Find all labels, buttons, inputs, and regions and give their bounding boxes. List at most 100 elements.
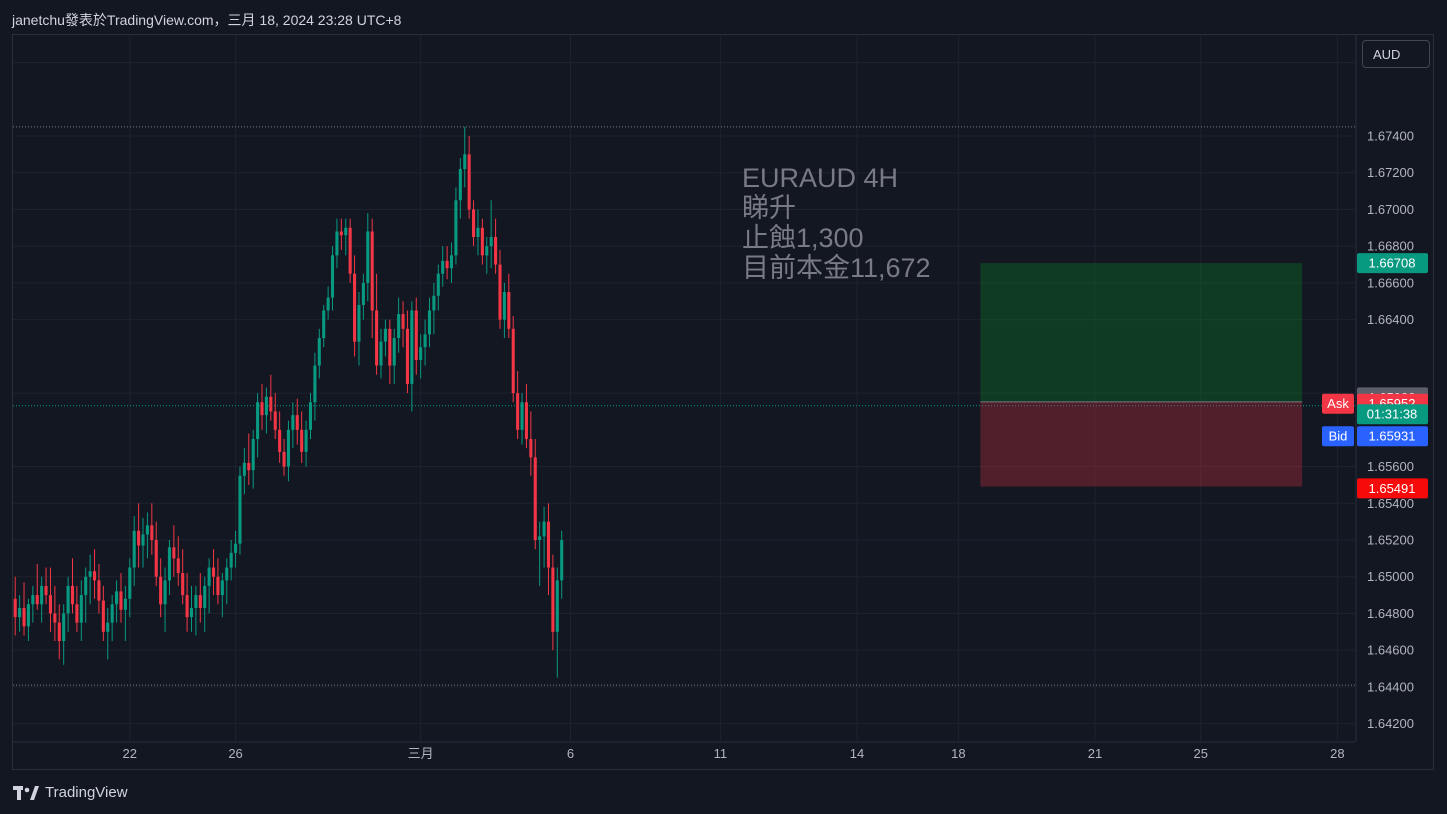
candle xyxy=(167,540,171,596)
candle-body xyxy=(220,580,224,596)
candle xyxy=(520,393,524,445)
time-tick-label: 26 xyxy=(228,746,242,761)
candle xyxy=(57,604,61,660)
candle xyxy=(44,567,48,605)
candle-body xyxy=(145,525,149,535)
candle-body xyxy=(234,543,238,553)
price-tick-label: 1.64400 xyxy=(1367,679,1414,694)
candle xyxy=(335,218,339,269)
candle xyxy=(207,558,211,614)
candle-body xyxy=(181,573,185,596)
candle-body xyxy=(150,525,154,540)
annotation-line-2: 睇升 xyxy=(742,193,796,223)
candle-body xyxy=(485,246,489,256)
candle xyxy=(357,292,361,366)
tradingview-footer-logo[interactable]: TradingView xyxy=(13,784,128,801)
candle-body xyxy=(375,310,379,366)
candle xyxy=(538,521,542,586)
candle-body xyxy=(198,595,202,608)
candle-body xyxy=(110,604,114,623)
candle xyxy=(555,567,559,678)
candle-body xyxy=(282,451,286,467)
candle xyxy=(533,439,537,550)
candle-body xyxy=(458,169,462,201)
candle-body xyxy=(269,396,273,412)
tradingview-logo-icon xyxy=(13,785,39,800)
candle xyxy=(511,315,515,403)
candle xyxy=(150,503,154,555)
candle-body xyxy=(344,227,348,236)
candle-body xyxy=(216,576,220,596)
candle xyxy=(480,218,484,265)
candle-body xyxy=(88,571,92,577)
time-tick-label: 6 xyxy=(567,746,574,761)
candle xyxy=(260,383,264,430)
candle-body xyxy=(524,402,528,439)
candle xyxy=(551,554,555,651)
candle-body xyxy=(251,439,255,471)
candle-body xyxy=(401,314,405,329)
candle-body xyxy=(128,567,132,599)
candle-body xyxy=(529,439,533,458)
candle xyxy=(154,521,158,586)
currency-button[interactable]: AUD xyxy=(1362,40,1430,68)
candle-body xyxy=(167,547,171,581)
candle xyxy=(304,420,308,467)
candle xyxy=(106,607,110,660)
candle xyxy=(181,549,185,605)
candle xyxy=(405,310,409,394)
candle-body xyxy=(185,595,189,618)
candle xyxy=(92,549,97,599)
candle xyxy=(516,371,520,439)
candle-body xyxy=(211,567,216,577)
candle xyxy=(18,595,22,632)
candle-body xyxy=(511,328,515,394)
candle-body xyxy=(278,429,282,452)
candle xyxy=(269,374,273,421)
candle xyxy=(423,319,427,366)
candle-body xyxy=(489,237,493,247)
candle xyxy=(414,297,418,375)
price-tick-label: 1.67400 xyxy=(1367,129,1414,144)
candle xyxy=(472,200,476,247)
candle xyxy=(375,273,379,375)
candle xyxy=(256,393,260,458)
candle xyxy=(62,604,66,665)
candle xyxy=(242,448,246,495)
candle-body xyxy=(163,580,167,605)
candle xyxy=(330,246,335,311)
candle xyxy=(401,301,405,348)
candle xyxy=(159,558,163,618)
candle-body xyxy=(330,255,335,298)
candle xyxy=(238,466,242,555)
price-label-tag-bg xyxy=(1322,426,1354,447)
price-label-countdown: 01:31:38 xyxy=(1357,404,1428,425)
candle xyxy=(326,286,330,320)
chart-annotation[interactable]: EURAUD 4H 睇升 止蝕1,300 目前本金11,672 xyxy=(742,163,931,283)
candle-body xyxy=(300,429,304,452)
candle-body xyxy=(379,341,383,366)
candle xyxy=(445,246,449,280)
candle-body xyxy=(154,540,158,577)
candle-body xyxy=(273,411,277,430)
time-tick-label: 22 xyxy=(123,746,137,761)
candle-body xyxy=(542,521,546,537)
candle xyxy=(35,563,39,610)
price-label-tag-bg xyxy=(1322,393,1354,414)
price-tick-label: 1.66400 xyxy=(1367,312,1414,327)
candle-body xyxy=(203,585,207,608)
candle xyxy=(234,530,238,568)
candle-body xyxy=(383,328,387,342)
candle xyxy=(137,503,141,568)
candle-body xyxy=(353,273,357,342)
candle-body xyxy=(115,591,119,605)
candle-body xyxy=(264,396,268,416)
candle-body xyxy=(555,580,559,632)
candle xyxy=(546,503,551,596)
candle xyxy=(163,567,167,632)
candle-body xyxy=(467,154,471,210)
candle xyxy=(507,273,511,338)
candle xyxy=(282,439,286,476)
candle xyxy=(432,282,436,335)
